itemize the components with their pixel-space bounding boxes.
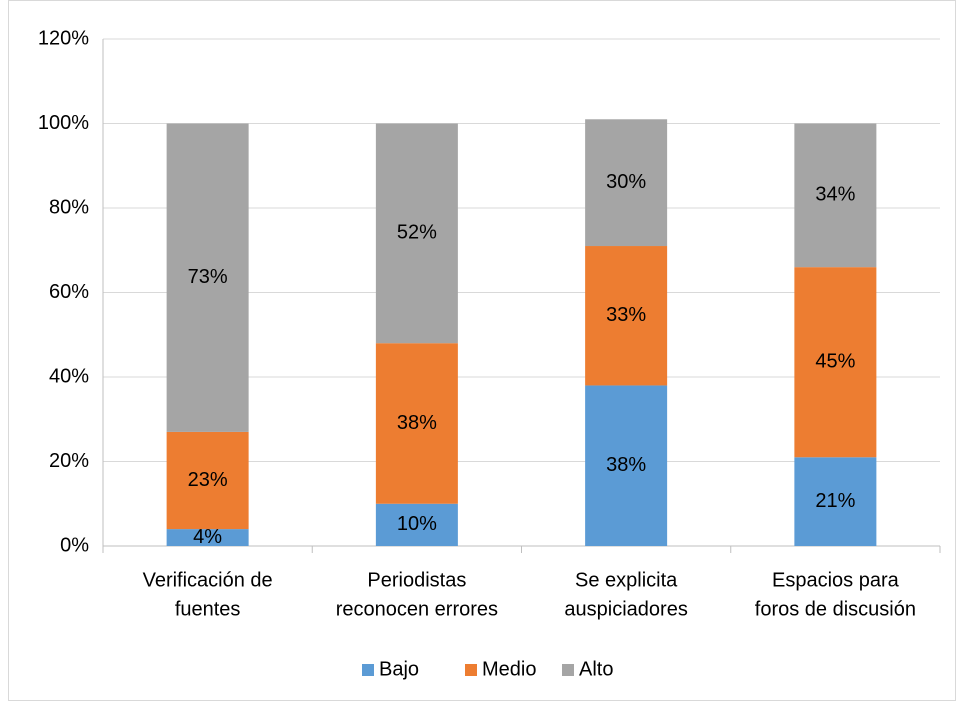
data-label: 33% <box>606 304 646 326</box>
bar-segment <box>375 123 458 344</box>
x-tick-label: Se explicita <box>575 569 678 591</box>
bar-segment <box>794 457 877 546</box>
legend-label: Medio <box>482 658 536 680</box>
bar-segment <box>794 123 877 268</box>
data-label: 45% <box>815 350 855 372</box>
data-label: 23% <box>188 469 228 491</box>
legend-swatch <box>362 664 374 676</box>
bar-segment <box>794 267 877 458</box>
y-tick-label: 40% <box>49 365 89 387</box>
bar-segment <box>375 343 458 504</box>
bar-segment <box>166 431 249 530</box>
data-label: 34% <box>815 184 855 206</box>
bar-segment <box>585 119 668 247</box>
x-tick-label: foros de discusión <box>755 598 916 620</box>
data-label: 52% <box>397 222 437 244</box>
bar-segment <box>585 385 668 546</box>
x-tick-label: auspiciadores <box>564 598 687 620</box>
x-tick-label: reconocen errores <box>336 598 498 620</box>
bar-segment <box>166 529 249 546</box>
x-tick-label: fuentes <box>175 598 241 620</box>
bar-segment <box>166 123 249 432</box>
legend-swatch <box>465 664 477 676</box>
x-tick-label: Verificación de <box>143 569 273 591</box>
data-label: 10% <box>397 513 437 535</box>
data-label: 30% <box>606 171 646 193</box>
y-tick-label: 120% <box>38 27 89 49</box>
y-tick-label: 60% <box>49 281 89 303</box>
legend-label: Alto <box>579 658 613 680</box>
data-label: 73% <box>188 266 228 288</box>
y-tick-label: 20% <box>49 450 89 472</box>
data-label: 38% <box>606 454 646 476</box>
legend-label: Bajo <box>379 658 419 680</box>
data-label: 4% <box>193 526 222 548</box>
data-label: 21% <box>815 490 855 512</box>
y-tick-label: 100% <box>38 112 89 134</box>
data-label: 38% <box>397 412 437 434</box>
bar-segment <box>585 246 668 386</box>
bar-segment <box>375 503 458 546</box>
x-tick-label: Periodistas <box>367 569 466 591</box>
legend-swatch <box>562 664 574 676</box>
x-tick-label: Espacios para <box>772 569 900 591</box>
y-tick-label: 0% <box>60 534 89 556</box>
y-tick-label: 80% <box>49 196 89 218</box>
